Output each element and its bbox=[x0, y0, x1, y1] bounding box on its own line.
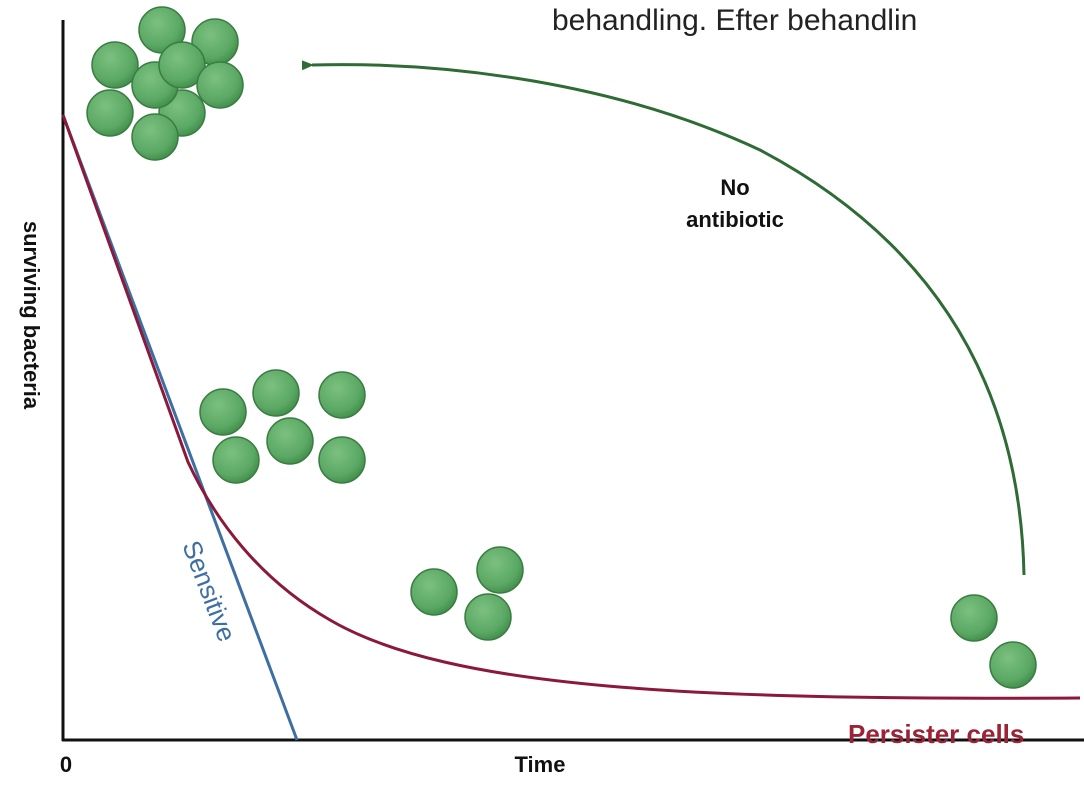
cell bbox=[132, 114, 178, 160]
cell bbox=[477, 547, 523, 593]
regrowth-arrow bbox=[312, 65, 1024, 575]
cell bbox=[213, 437, 259, 483]
cell bbox=[267, 418, 313, 464]
cell bbox=[465, 594, 511, 640]
arrow-label: antibiotic bbox=[686, 207, 784, 232]
cell bbox=[87, 90, 133, 136]
cell bbox=[319, 437, 365, 483]
cell bbox=[197, 62, 243, 108]
diagram: behandling. Efter behandlin 0 Time survi… bbox=[0, 0, 1084, 802]
cell bbox=[990, 642, 1036, 688]
cell bbox=[319, 372, 365, 418]
y-axis-label: surviving bacteria bbox=[19, 221, 44, 410]
sensitive-label: Sensitive bbox=[176, 536, 242, 645]
cell bbox=[92, 42, 138, 88]
header-fragment: behandling. Efter behandlin bbox=[552, 4, 917, 37]
cell bbox=[951, 595, 997, 641]
arrow-label: No bbox=[720, 175, 749, 200]
cell bbox=[411, 569, 457, 615]
cell bbox=[253, 370, 299, 416]
cells bbox=[87, 7, 1036, 688]
cell bbox=[200, 389, 246, 435]
persister-label: Persister cells bbox=[848, 719, 1024, 749]
x-axis-label: Time bbox=[515, 752, 566, 777]
x-origin-label: 0 bbox=[60, 752, 72, 777]
